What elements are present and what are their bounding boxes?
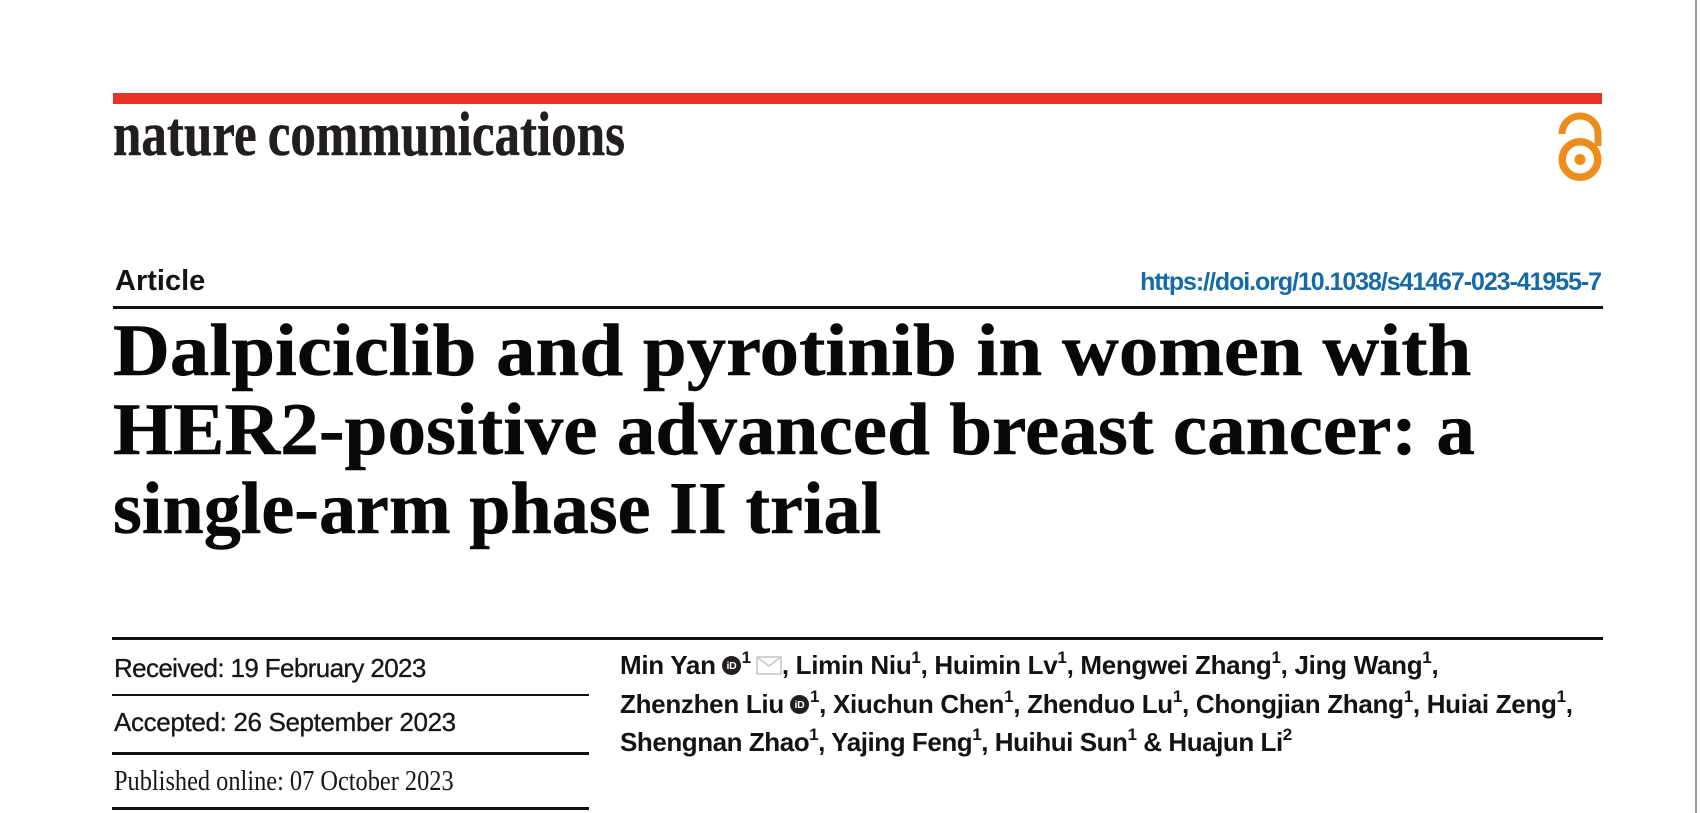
svg-text:iD: iD	[795, 699, 806, 711]
svg-text:iD: iD	[726, 660, 737, 672]
